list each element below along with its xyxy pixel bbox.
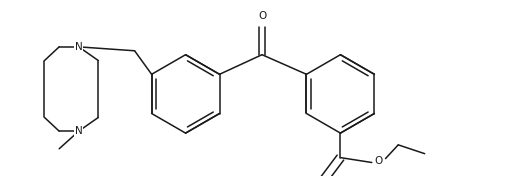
Text: N: N — [75, 42, 83, 52]
Text: N: N — [75, 126, 83, 136]
Text: O: O — [258, 11, 266, 22]
Text: O: O — [375, 156, 383, 166]
